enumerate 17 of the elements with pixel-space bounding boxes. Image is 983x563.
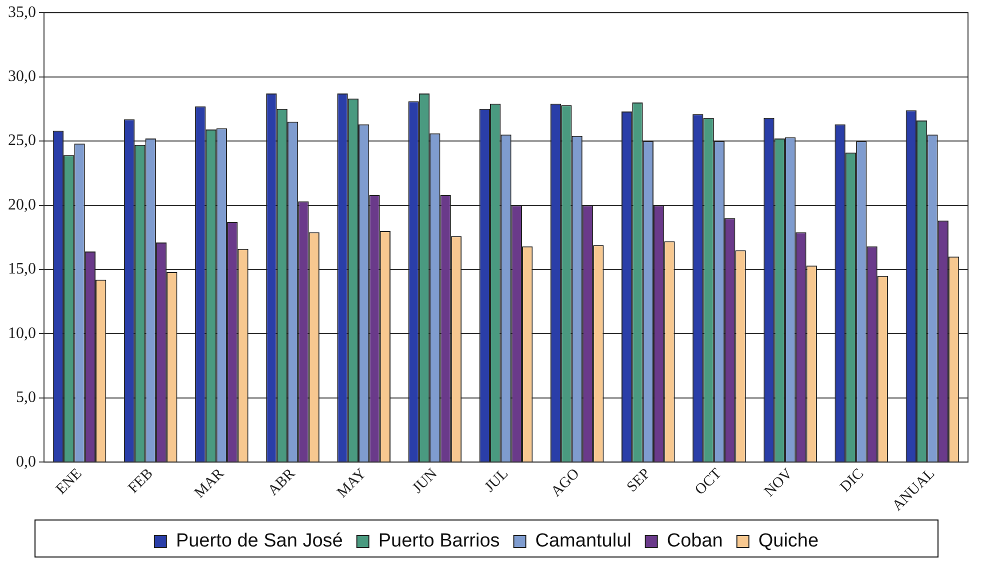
x-tick-label: FEB [125, 466, 156, 497]
y-tick-label: 0,0 [16, 453, 36, 470]
y-tick-label: 35,0 [8, 4, 36, 21]
legend-label: Camantulul [535, 530, 632, 552]
legend-label: Quiche [758, 530, 819, 552]
x-tick-label: JUL [482, 466, 512, 496]
y-tick-label: 30,0 [8, 68, 36, 86]
x-tick-label: DIC [837, 466, 867, 496]
y-tick-label: 10,0 [8, 324, 36, 342]
legend-label: Coban [666, 530, 723, 552]
y-tick-label: 25,0 [8, 132, 36, 150]
y-tick-label: 15,0 [8, 260, 36, 278]
y-tick-label: 5,0 [16, 389, 36, 406]
x-tick-label: SEP [624, 466, 654, 496]
legend-label: Puerto Barrios [378, 530, 500, 552]
y-tick-label: 20,0 [8, 196, 36, 214]
legend-label: Puerto de San José [176, 530, 343, 552]
